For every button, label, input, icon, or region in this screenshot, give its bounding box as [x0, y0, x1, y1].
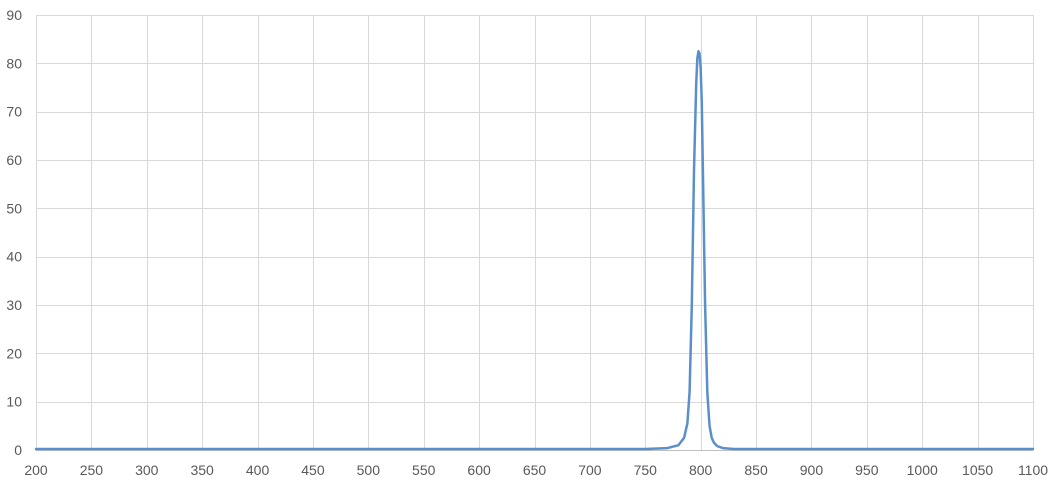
y-tick-label-20: 20: [6, 345, 22, 361]
x-tick-label-250: 250: [80, 462, 104, 478]
x-tick-label-950: 950: [855, 462, 879, 478]
x-tick-label-400: 400: [246, 462, 270, 478]
x-tick-label-800: 800: [689, 462, 713, 478]
y-tick-label-80: 80: [6, 55, 22, 71]
x-tick-label-1000: 1000: [907, 462, 938, 478]
y-tick-label-60: 60: [6, 152, 22, 168]
y-tick-label-10: 10: [6, 394, 22, 410]
y-tick-label-70: 70: [6, 104, 22, 120]
y-tick-label-40: 40: [6, 249, 22, 265]
series-layer: [34, 50, 1035, 451]
x-tick-label-1050: 1050: [962, 462, 993, 478]
x-tick-label-450: 450: [301, 462, 325, 478]
y-gridlines: [36, 15, 1033, 403]
x-tick-label-500: 500: [357, 462, 381, 478]
y-tick-labels: 0 10 20 30 40 50 60 70 80 90: [6, 7, 22, 458]
y-tick-label-30: 30: [6, 297, 22, 313]
x-tick-label-1100: 1100: [1018, 462, 1048, 478]
x-tick-label-350: 350: [190, 462, 214, 478]
x-tick-label-700: 700: [578, 462, 602, 478]
x-tick-labels: 200 250 300 350 400 450 500 550 600 650 700 750 800 8…: [24, 462, 1048, 478]
x-tick-label-600: 600: [467, 462, 491, 478]
x-tick-label-650: 650: [523, 462, 547, 478]
y-tick-label-0: 0: [14, 442, 22, 458]
y-tick-label-90: 90: [6, 7, 22, 23]
x-tick-label-200: 200: [24, 462, 48, 478]
x-gridlines: [36, 15, 1034, 450]
x-tick-label-300: 300: [135, 462, 159, 478]
series-line-0: [34, 50, 1035, 451]
y-tick-label-50: 50: [6, 200, 22, 216]
x-tick-label-900: 900: [800, 462, 824, 478]
x-tick-label-750: 750: [634, 462, 658, 478]
x-tick-label-850: 850: [744, 462, 768, 478]
x-tick-label-550: 550: [412, 462, 436, 478]
